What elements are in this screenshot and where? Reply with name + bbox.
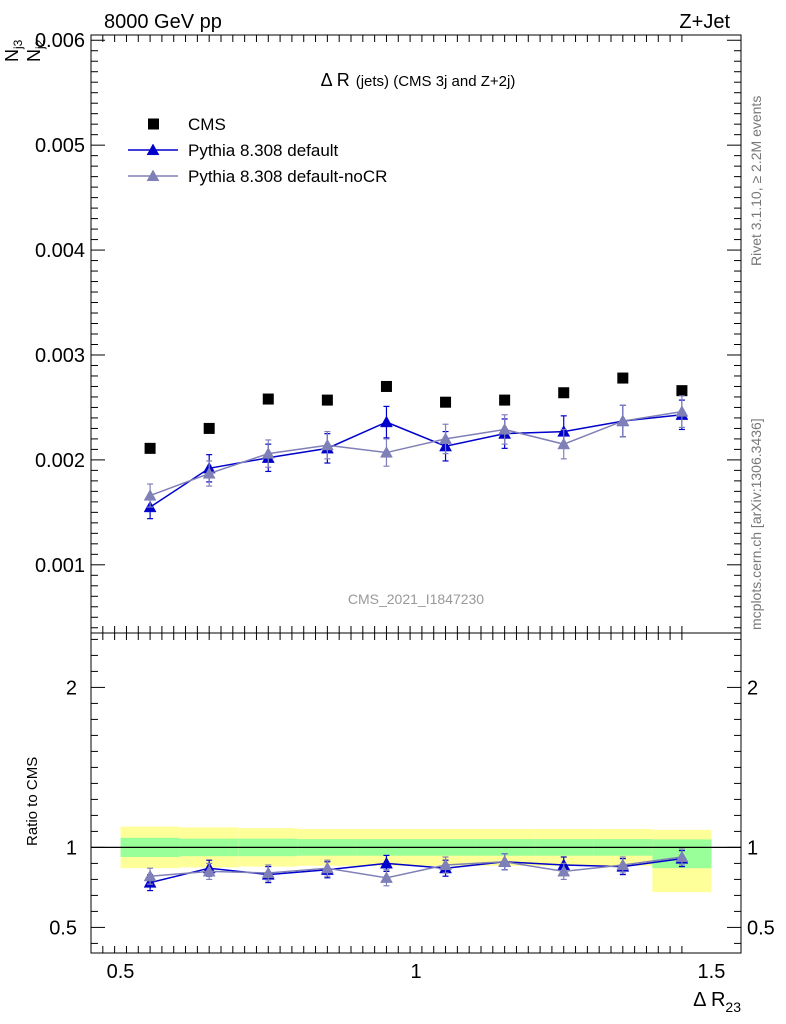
ratio-panel: 0.5 0.5 1 1 2 2 0.5 1 1.5 Ratio to CMS bbox=[24, 632, 775, 983]
cms-point bbox=[321, 394, 333, 406]
legend-label-nocr: Pythia 8.308 default-noCR bbox=[188, 167, 387, 186]
legend-label-cms: CMS bbox=[188, 115, 226, 134]
plot-title-main: Δ R bbox=[321, 70, 350, 90]
nocr-ratio-point bbox=[557, 864, 571, 877]
cms-point bbox=[558, 387, 570, 399]
main-y-ticks: 0.001 0.002 0.003 0.004 0.005 0.006 bbox=[35, 30, 741, 629]
cms-point bbox=[203, 422, 215, 434]
plot-title: Δ R (jets) (CMS 3j and Z+2j) bbox=[321, 70, 516, 90]
cms-point bbox=[262, 393, 274, 405]
nocr-ratio-point bbox=[498, 855, 512, 867]
main-y-tick-label: 0.002 bbox=[35, 450, 85, 472]
x-tick-label: 1 bbox=[410, 961, 421, 983]
nocr-point bbox=[143, 489, 157, 501]
side-text-top: Rivet 3.1.10, ≥ 2.2M events bbox=[748, 96, 764, 266]
plot-title-paren: (jets) (CMS 3j and Z+2j) bbox=[356, 73, 516, 90]
ratio-y-tick-label: 1 bbox=[66, 837, 77, 859]
nocr-ratio-point bbox=[380, 871, 393, 883]
main-series bbox=[143, 372, 689, 520]
main-y-tick-label: 0.003 bbox=[35, 345, 85, 367]
x-label-sub: 23 bbox=[725, 999, 741, 1015]
legend-marker-nocr bbox=[146, 169, 160, 182]
ratio-y-ticks: 0.5 0.5 1 1 2 2 bbox=[49, 638, 775, 944]
nocr-point bbox=[675, 405, 689, 417]
nocr-ratio-point bbox=[261, 866, 275, 879]
x-tick-label: 0.5 bbox=[107, 961, 135, 983]
nocr-point bbox=[616, 414, 630, 427]
ratio-y-tick-label-right: 1 bbox=[747, 837, 758, 859]
nocr-point bbox=[261, 447, 275, 459]
cms-point bbox=[380, 380, 392, 392]
x-axis-label: Δ R23 bbox=[693, 989, 741, 1015]
ratio-y-tick-label-right: 2 bbox=[747, 677, 758, 699]
default-ratio-line bbox=[149, 857, 683, 884]
legend-marker-default bbox=[146, 143, 160, 156]
x-tick-label: 1.5 bbox=[698, 961, 726, 983]
cms-point bbox=[676, 385, 688, 397]
main-y-tick-label: 0.005 bbox=[35, 135, 85, 157]
nocr-point bbox=[202, 467, 216, 479]
ratio-y-tick-label-right: 0.5 bbox=[747, 917, 775, 939]
main-y-tick-label: 0.006 bbox=[35, 30, 85, 52]
cms-point bbox=[440, 396, 452, 408]
side-text-bottom: mcplots.cern.ch [arXiv:1306.3436] bbox=[748, 418, 764, 630]
nocr-ratio-point bbox=[616, 858, 630, 871]
cms-point bbox=[499, 394, 511, 406]
legend-label-default: Pythia 8.308 default bbox=[188, 141, 339, 160]
ratio-x-ticks: 0.5 1 1.5 bbox=[90, 633, 726, 983]
legend: CMS Pythia 8.308 default Pythia 8.308 defa… bbox=[128, 115, 387, 186]
y-label-num: Nj3 bbox=[2, 39, 25, 62]
main-panel: 0.001 0.002 0.003 0.004 0.005 0.006 CMS_2021_… bbox=[35, 30, 742, 634]
nocr-ratio-point bbox=[439, 858, 452, 871]
ratio-frame bbox=[90, 632, 742, 954]
watermark: CMS_2021_I1847230 bbox=[348, 591, 484, 607]
nocr-point bbox=[557, 437, 571, 450]
nocr-ratio-point bbox=[202, 864, 216, 877]
ratio-y-label: Ratio to CMS bbox=[24, 757, 41, 846]
ratio-series bbox=[143, 848, 689, 892]
nocr-point bbox=[380, 446, 393, 458]
y-axis-label: Nj3 Nj2 bbox=[2, 39, 47, 62]
y-label-den: Nj2 bbox=[24, 39, 47, 62]
default-point bbox=[380, 415, 393, 428]
ratio-band bbox=[91, 826, 741, 893]
nocr-ratio-point bbox=[320, 861, 334, 874]
header-left: 8000 GeV pp bbox=[104, 11, 222, 33]
cms-point bbox=[617, 372, 629, 384]
default-ratio-point bbox=[380, 856, 393, 869]
nocr-ratio-point bbox=[143, 869, 157, 882]
nocr-point bbox=[320, 438, 334, 451]
header-right: Z+Jet bbox=[679, 11, 730, 33]
y-label-den-sub: j2 bbox=[33, 39, 47, 50]
nocr-ratio-line bbox=[150, 856, 683, 879]
main-y-tick-label: 0.004 bbox=[35, 240, 85, 262]
nocr-line bbox=[149, 410, 683, 497]
main-y-tick-label: 0.001 bbox=[35, 555, 85, 577]
ratio-y-tick-label: 2 bbox=[66, 677, 77, 699]
cms-point bbox=[144, 442, 156, 454]
x-label-main: Δ R bbox=[693, 989, 725, 1011]
nocr-point bbox=[439, 432, 452, 444]
main-x-ticks bbox=[90, 35, 683, 633]
nocr-ratio-point bbox=[675, 850, 689, 863]
nocr-point bbox=[498, 422, 512, 435]
legend-marker-cms bbox=[148, 118, 159, 130]
ratio-y-tick-label: 0.5 bbox=[49, 917, 77, 939]
y-label-num-sub: j3 bbox=[11, 39, 25, 50]
